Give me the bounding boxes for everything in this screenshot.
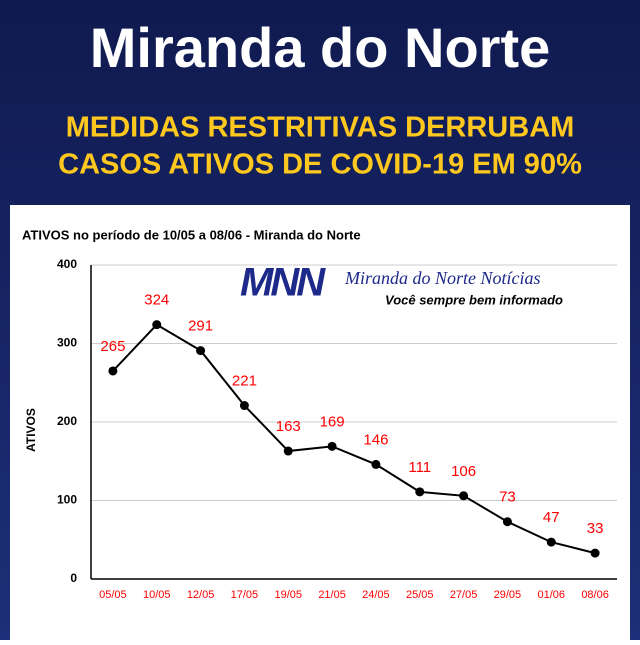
data-label: 291	[188, 318, 213, 335]
headline: Miranda do Norte	[90, 16, 550, 79]
chart-title: ATIVOS no período de 10/05 a 08/06 - Mir…	[22, 227, 361, 242]
y-tick-label: 0	[70, 571, 77, 585]
y-tick-label: 100	[57, 493, 77, 507]
x-tick-label: 19/05	[274, 589, 302, 601]
point	[283, 446, 293, 456]
y-tick-label: 200	[57, 414, 77, 428]
data-label: 47	[543, 509, 560, 526]
logo-name: Miranda do Norte Notícias	[344, 268, 541, 288]
point	[546, 537, 556, 547]
x-tick-label: 05/05	[99, 589, 127, 601]
logo-mark: MNN	[240, 261, 326, 305]
x-tick-label: 24/05	[362, 589, 390, 601]
x-tick-label: 08/06	[581, 589, 609, 601]
y-tick-label: 400	[57, 257, 77, 271]
y-tick-label: 300	[57, 336, 77, 350]
x-tick-label: 27/05	[450, 589, 478, 601]
line	[112, 323, 596, 555]
x-tick-label: 29/05	[494, 589, 522, 601]
logo-tagline: Você sempre bem informado	[385, 292, 563, 307]
subtitle-line: CASOS ATIVOS DE COVID-19 EM 90%	[58, 149, 582, 181]
point	[327, 441, 337, 451]
x-tick-label: 10/05	[143, 589, 171, 601]
data-label: 146	[363, 431, 388, 448]
y-axis-label: ATIVOS	[24, 408, 38, 452]
x-tick-label: 01/06	[537, 589, 565, 601]
data-label: 163	[276, 418, 301, 435]
x-tick-label: 12/05	[187, 589, 215, 601]
point	[590, 548, 600, 558]
point	[196, 346, 206, 356]
data-label: 33	[587, 520, 604, 537]
point	[108, 366, 118, 376]
point	[239, 401, 249, 411]
x-tick-label: 25/05	[406, 589, 434, 601]
point	[371, 459, 381, 469]
data-label: 265	[100, 338, 125, 355]
data-label: 324	[144, 292, 169, 309]
point	[152, 320, 162, 330]
data-label: 169	[320, 413, 345, 430]
data-label: 73	[499, 489, 516, 506]
data-label: 221	[232, 372, 257, 389]
subtitle-line: MEDIDAS RESTRITIVAS DERRUBAM	[66, 112, 575, 144]
point	[459, 491, 469, 501]
x-tick-label: 21/05	[318, 589, 346, 601]
data-label: 106	[451, 463, 476, 480]
data-label: 111	[408, 459, 431, 476]
point	[415, 487, 425, 497]
x-tick-label: 17/05	[231, 589, 259, 601]
point	[502, 517, 512, 527]
